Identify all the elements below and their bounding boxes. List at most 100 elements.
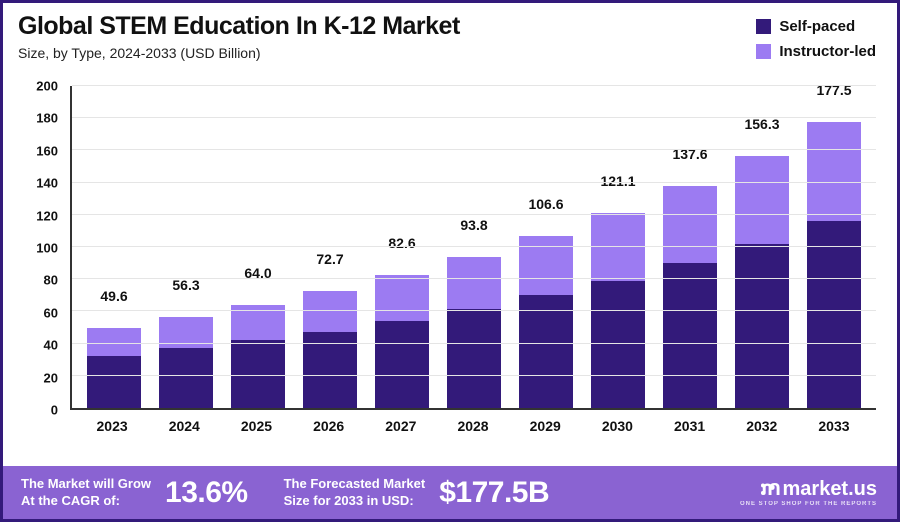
y-tick-label: 20 (44, 370, 58, 385)
bar-stack (807, 122, 860, 408)
y-tick-label: 180 (36, 111, 58, 126)
bar-2029: 106.6 (510, 86, 582, 408)
bar-2028: 93.8 (438, 86, 510, 408)
bar-value-label: 93.8 (460, 217, 487, 237)
y-tick-label: 120 (36, 208, 58, 223)
legend-label-instructor-led: Instructor-led (779, 43, 876, 60)
x-tick-label: 2025 (220, 410, 292, 440)
x-tick-label: 2032 (726, 410, 798, 440)
footer-cagr-lead: The Market will GrowAt the CAGR of: (21, 476, 151, 509)
bar-segment-instructor_led (375, 275, 428, 321)
bar-2033: 177.5 (798, 86, 870, 408)
gridline (72, 182, 876, 183)
bar-stack (519, 236, 572, 408)
legend-item-instructor-led: Instructor-led (756, 43, 876, 60)
footer-cagr-value: 13.6% (165, 476, 248, 510)
bar-segment-self_paced (591, 281, 644, 408)
chart-subtitle: Size, by Type, 2024-2033 (USD Billion) (18, 45, 460, 61)
legend-item-self-paced: Self-paced (756, 18, 876, 35)
bar-segment-self_paced (519, 295, 572, 408)
bar-segment-instructor_led (663, 186, 716, 263)
bar-segment-self_paced (807, 221, 860, 408)
bar-stack (87, 328, 140, 408)
gridline (72, 343, 876, 344)
footer-logo: ກາ market.us ONE STOP SHOP FOR THE REPORT… (740, 478, 897, 507)
bar-segment-self_paced (375, 321, 428, 408)
bar-2026: 72.7 (294, 86, 366, 408)
bars-container: 49.6 56.3 64.0 72.7 82.6 93.8 106.6 121.1 137.6 1… (72, 86, 876, 408)
bar-stack (159, 317, 212, 408)
bar-stack (303, 291, 356, 408)
logo-brand-text: market.us (783, 478, 878, 500)
bar-2025: 64.0 (222, 86, 294, 408)
bar-2023: 49.6 (78, 86, 150, 408)
y-tick-label: 0 (51, 403, 58, 418)
bar-segment-instructor_led (807, 122, 860, 221)
bar-value-label: 56.3 (172, 277, 199, 297)
gridline (72, 85, 876, 86)
bar-value-label: 72.7 (316, 251, 343, 271)
gridline (72, 149, 876, 150)
x-tick-label: 2024 (148, 410, 220, 440)
x-tick-label: 2031 (654, 410, 726, 440)
legend-swatch-self-paced (756, 19, 771, 34)
bar-value-label: 121.1 (600, 173, 635, 193)
bar-stack (447, 257, 500, 408)
footer-band: The Market will GrowAt the CAGR of: 13.6… (0, 466, 900, 522)
x-tick-label: 2033 (798, 410, 870, 440)
bar-value-label: 156.3 (744, 116, 779, 136)
x-tick-label: 2030 (581, 410, 653, 440)
logo-brand: ກາ market.us (760, 478, 877, 499)
bar-segment-self_paced (447, 309, 500, 408)
bar-2027: 82.6 (366, 86, 438, 408)
plot-area: 49.6 56.3 64.0 72.7 82.6 93.8 106.6 121.1 137.6 1… (70, 86, 876, 410)
bar-segment-self_paced (159, 348, 212, 408)
bar-stack (735, 156, 788, 408)
bar-segment-instructor_led (447, 257, 500, 309)
footer-forecast-lead: The Forecasted MarketSize for 2033 in US… (284, 476, 426, 509)
x-tick-label: 2026 (293, 410, 365, 440)
x-axis: 2023202420252026202720282029203020312032… (70, 410, 876, 440)
bar-stack (231, 305, 284, 408)
gridline (72, 117, 876, 118)
y-tick-label: 100 (36, 241, 58, 256)
title-block: Global STEM Education In K-12 Market Siz… (18, 12, 460, 61)
chart-title: Global STEM Education In K-12 Market (18, 12, 460, 41)
legend-swatch-instructor-led (756, 44, 771, 59)
gridline (72, 310, 876, 311)
bar-2032: 156.3 (726, 86, 798, 408)
y-tick-label: 80 (44, 273, 58, 288)
logo-mark-icon: ກາ (760, 476, 776, 500)
logo-tagline: ONE STOP SHOP FOR THE REPORTS (740, 501, 877, 507)
y-tick-label: 200 (36, 79, 58, 94)
bar-2024: 56.3 (150, 86, 222, 408)
bar-segment-self_paced (87, 356, 140, 408)
y-tick-label: 60 (44, 305, 58, 320)
x-tick-label: 2027 (365, 410, 437, 440)
bar-segment-self_paced (735, 244, 788, 408)
bar-segment-instructor_led (159, 317, 212, 348)
bar-value-label: 64.0 (244, 265, 271, 285)
legend: Self-paced Instructor-led (756, 12, 882, 60)
chart: 020406080100120140160180200 49.656.364.0… (24, 86, 880, 440)
bar-stack (375, 275, 428, 408)
bar-value-label: 49.6 (100, 288, 127, 308)
y-axis: 020406080100120140160180200 (24, 86, 64, 410)
footer-forecast-value: $177.5B (439, 476, 549, 510)
footer-forecast: The Forecasted MarketSize for 2033 in US… (266, 476, 568, 510)
bar-2030: 121.1 (582, 86, 654, 408)
y-tick-label: 160 (36, 143, 58, 158)
gridline (72, 375, 876, 376)
x-tick-label: 2023 (76, 410, 148, 440)
gridline (72, 246, 876, 247)
x-tick-label: 2029 (509, 410, 581, 440)
y-tick-label: 140 (36, 176, 58, 191)
x-tick-label: 2028 (437, 410, 509, 440)
bar-2031: 137.6 (654, 86, 726, 408)
footer-cagr: The Market will GrowAt the CAGR of: 13.6… (3, 476, 266, 510)
bar-segment-self_paced (663, 263, 716, 408)
legend-label-self-paced: Self-paced (779, 18, 855, 35)
gridline (72, 278, 876, 279)
y-tick-label: 40 (44, 338, 58, 353)
bar-segment-instructor_led (735, 156, 788, 243)
